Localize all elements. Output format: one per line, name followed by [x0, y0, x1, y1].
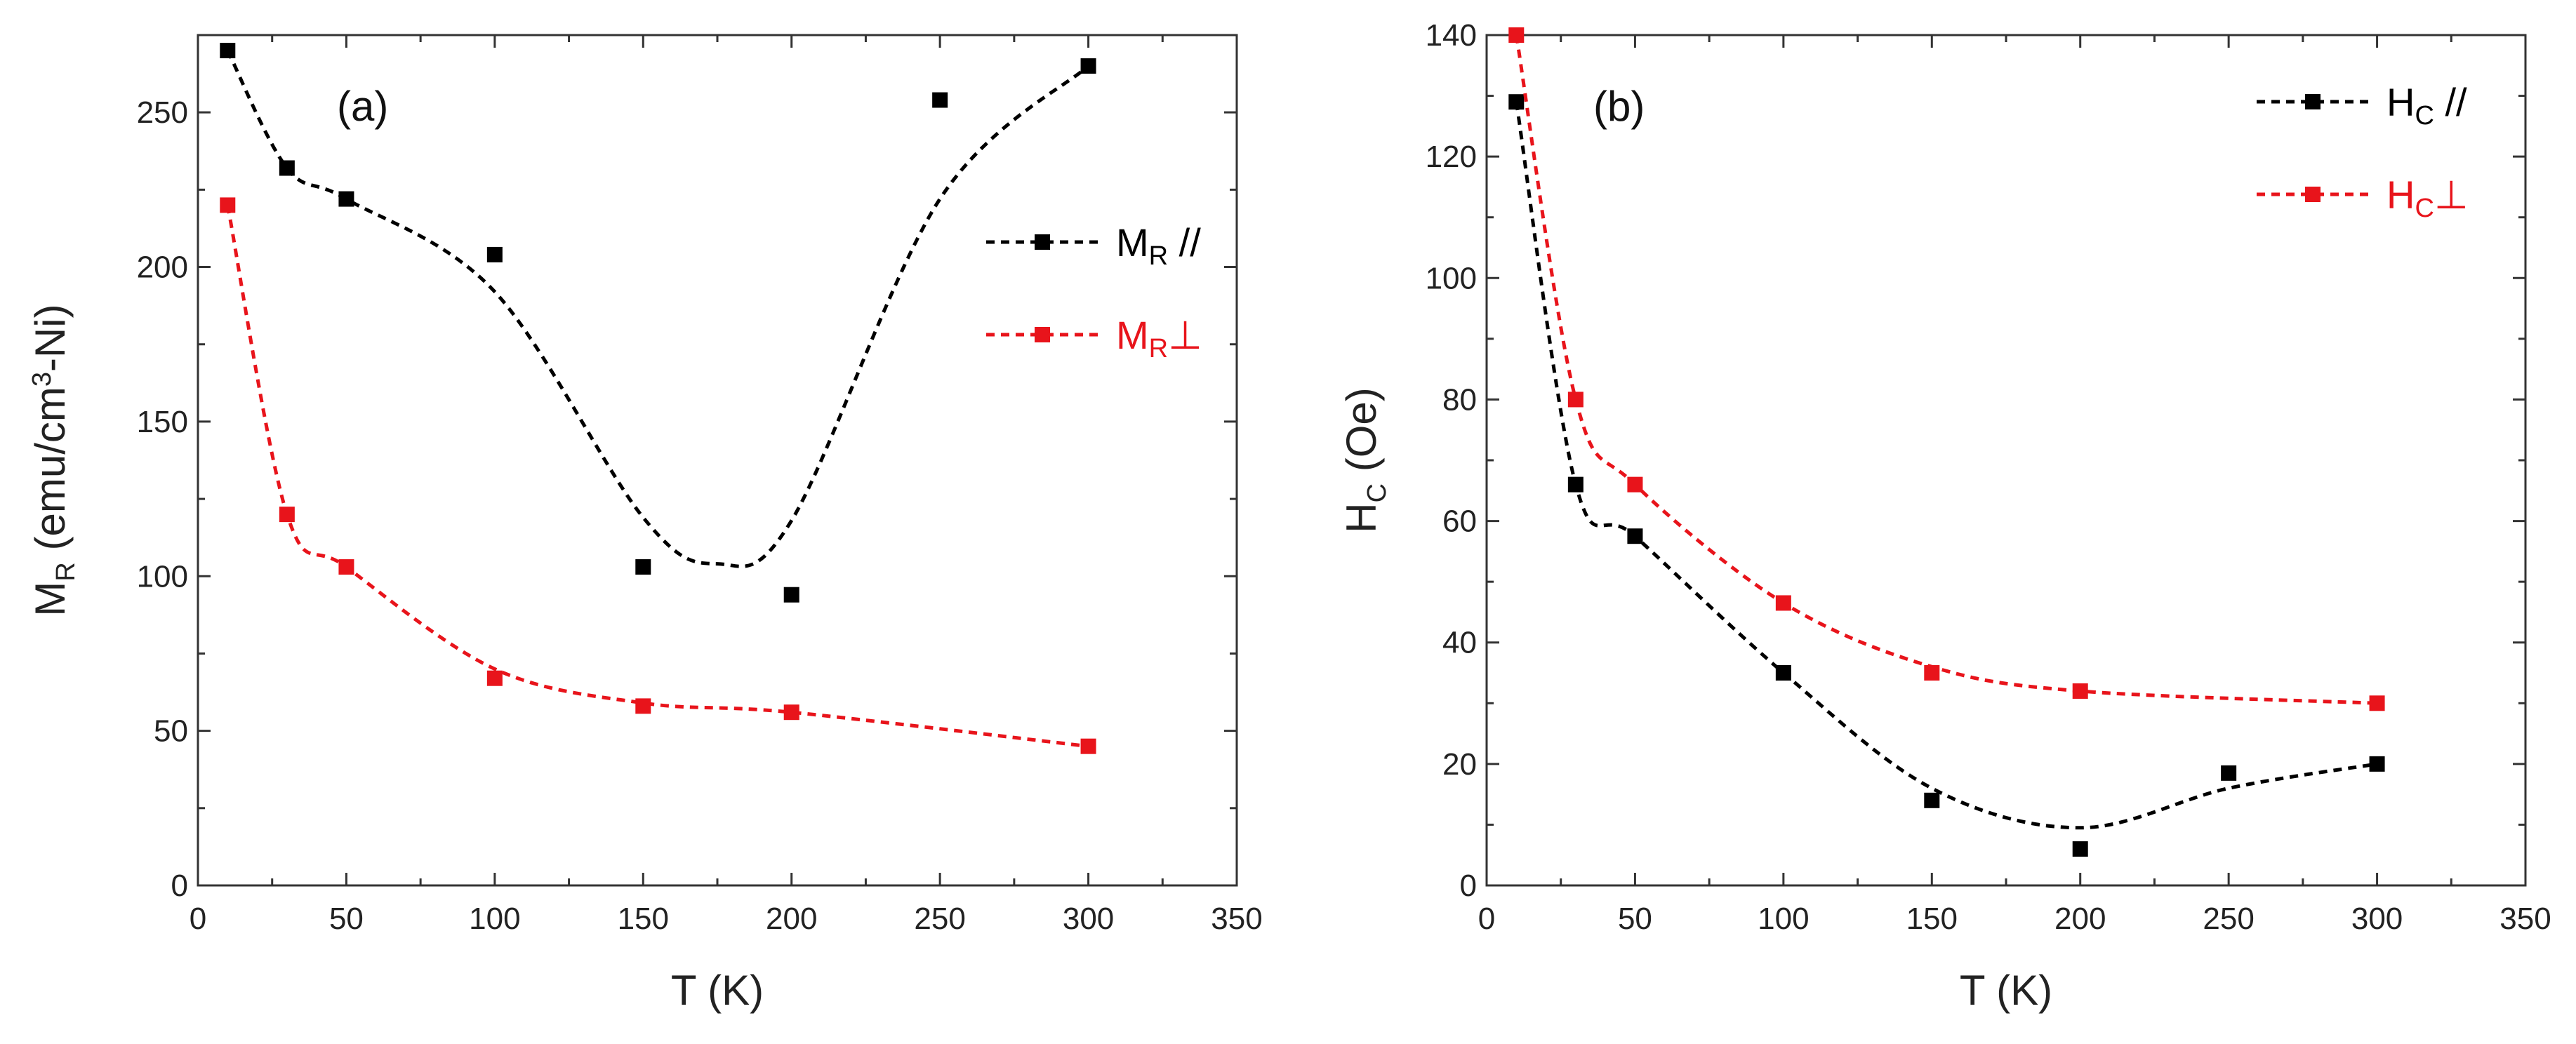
legend-marker	[2305, 94, 2321, 109]
x-tick-label: 150	[618, 902, 669, 936]
x-tick-label: 150	[1906, 902, 1958, 936]
data-point	[486, 670, 503, 686]
data-point	[279, 507, 295, 523]
y-tick-label: 120	[1426, 140, 1477, 174]
x-tick-label: 200	[2054, 902, 2106, 936]
y-tick-label: 100	[1426, 261, 1477, 295]
data-point	[220, 197, 236, 213]
x-tick-label: 0	[1478, 902, 1495, 936]
data-point	[1775, 665, 1791, 681]
data-point	[486, 246, 503, 262]
y-tick-label: 150	[137, 405, 188, 439]
y-tick-label: 40	[1442, 626, 1477, 660]
data-point	[2072, 841, 2088, 857]
x-tick-label: 300	[1063, 902, 1114, 936]
data-point	[220, 43, 236, 59]
legend-label: MR //	[1116, 220, 1201, 271]
data-point	[1080, 58, 1096, 74]
y-tick-label: 200	[137, 250, 188, 285]
data-point	[783, 704, 799, 721]
y-axis-label: MR (emu/cm3-Ni)	[27, 304, 81, 616]
x-tick-label: 100	[1758, 902, 1809, 936]
y-tick-label: 140	[1426, 18, 1477, 53]
legend-marker	[1035, 327, 1050, 342]
y-tick-label: 50	[154, 714, 188, 749]
x-tick-label: 50	[329, 902, 364, 936]
data-point	[1627, 476, 1643, 493]
x-tick-label: 350	[1211, 902, 1262, 936]
y-tick-label: 20	[1442, 747, 1477, 782]
y-tick-label: 0	[1460, 869, 1477, 903]
chart-panel-a: 0 50 100 150 200 250 300 350 0 50 100 150 200 250 T (K…	[27, 34, 1263, 1014]
y-tick-label: 100	[137, 559, 188, 594]
series-parallel: HC //	[1508, 80, 2467, 857]
fit-curve	[226, 49, 1090, 568]
data-point	[1627, 528, 1643, 544]
data-point	[338, 559, 354, 575]
y-axis-label: HC (Oe)	[1338, 387, 1392, 533]
y-tick-label: 250	[137, 95, 188, 130]
data-point	[1508, 27, 1525, 43]
x-tick-label: 50	[1618, 902, 1652, 936]
data-point	[1775, 595, 1791, 611]
data-point	[1924, 665, 1940, 681]
data-point	[1080, 738, 1096, 754]
fit-curve	[225, 204, 1089, 749]
x-tick-label: 250	[2203, 902, 2254, 936]
plot-frame	[197, 34, 1238, 887]
x-axis-label: T (K)	[671, 967, 764, 1014]
x-axis-label: T (K)	[1960, 967, 2052, 1014]
x-tick-label: 0	[190, 902, 206, 936]
data-point	[1924, 792, 1940, 808]
data-point	[2072, 683, 2088, 699]
data-point	[1567, 392, 1584, 408]
legend-label: MR⊥	[1116, 313, 1202, 363]
data-point	[932, 92, 948, 108]
x-tick-label: 100	[469, 902, 520, 936]
data-point	[1508, 94, 1525, 110]
x-tick-label: 300	[2351, 902, 2403, 936]
data-point	[279, 160, 295, 176]
data-point	[1567, 476, 1584, 493]
series-parallel: MR //	[220, 43, 1201, 603]
data-point	[2221, 765, 2237, 781]
x-tick-label: 250	[914, 902, 965, 936]
data-point	[2369, 695, 2385, 711]
y-tick-label: 60	[1442, 504, 1477, 539]
fit-curve	[1514, 35, 2377, 705]
legend-label: HC //	[2386, 80, 2467, 130]
x-tick-label: 200	[766, 902, 817, 936]
x-tick-label: 350	[2499, 902, 2551, 936]
panel-label: (a)	[337, 83, 388, 130]
legend-marker	[1035, 234, 1050, 250]
data-point	[635, 698, 651, 714]
legend-label: HC⊥	[2386, 173, 2469, 223]
chart-panel-b: 0 50 100 150 200 250 300 350 0 20 40 60 80 100 120 140 T…	[1338, 18, 2551, 1014]
y-tick-label: 80	[1442, 382, 1477, 417]
data-point	[2369, 756, 2385, 772]
data-point	[783, 587, 799, 603]
series-perpendicular: HC⊥	[1508, 27, 2469, 711]
data-point	[338, 191, 354, 207]
series-perpendicular: MR⊥	[220, 197, 1202, 754]
legend-marker	[2305, 187, 2321, 202]
fit-curve	[1514, 101, 2377, 830]
data-point	[635, 559, 651, 575]
panel-label: (b)	[1593, 83, 1645, 130]
y-tick-label: 0	[171, 869, 188, 903]
